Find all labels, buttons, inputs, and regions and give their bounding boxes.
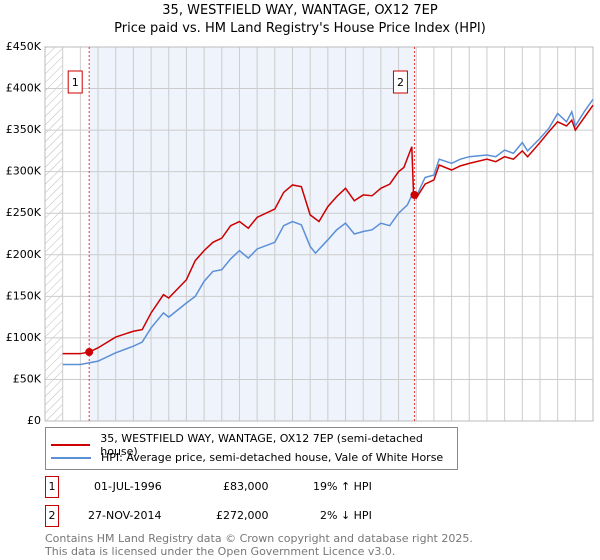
y-tick-label: £200K bbox=[6, 248, 42, 261]
hpi-line bbox=[62, 98, 594, 366]
y-tick-label: £450K bbox=[6, 40, 42, 53]
legend-label-hpi: HPI: Average price, semi-detached house,… bbox=[101, 451, 444, 464]
sale-point bbox=[410, 190, 419, 199]
legend-swatch-hpi bbox=[51, 456, 91, 459]
legend-label-property: 35, WESTFIELD WAY, WANTAGE, OX12 7EP (se… bbox=[100, 432, 423, 458]
sale-hpi-diff: 2% ↓ HPI bbox=[320, 509, 372, 522]
sale-marker-box bbox=[392, 70, 408, 94]
sale-point bbox=[85, 348, 94, 357]
sale-price: £272,000 bbox=[216, 509, 269, 522]
sale-marker-label: 1 bbox=[45, 476, 59, 498]
sale-date: 01-JUL-1996 bbox=[94, 480, 162, 493]
y-tick-label: £0 bbox=[27, 414, 41, 425]
sale-price: £83,000 bbox=[223, 480, 269, 493]
legend-swatch-property bbox=[51, 444, 91, 446]
sale-marker-label: 2 bbox=[45, 505, 59, 527]
chart-subtitle: Price paid vs. HM Land Registry's House … bbox=[114, 21, 486, 36]
no-data-hatch bbox=[45, 47, 63, 421]
footer: Contains HM Land Registry data © Crown c… bbox=[45, 532, 473, 558]
chart-title: 35, WESTFIELD WAY, WANTAGE, OX12 7EP bbox=[162, 3, 438, 18]
footer-licence: This data is licensed under the Open Gov… bbox=[45, 545, 396, 558]
ownership-period-shade bbox=[89, 47, 415, 421]
y-tick-label: £50K bbox=[13, 372, 42, 385]
sale-hpi-diff: 19% ↑ HPI bbox=[313, 480, 372, 493]
y-tick-label: £300K bbox=[6, 165, 42, 178]
y-tick-label: £250K bbox=[6, 206, 42, 219]
y-tick-label: £100K bbox=[6, 331, 42, 344]
sale-date: 27-NOV-2014 bbox=[88, 509, 162, 522]
plot-border bbox=[44, 46, 594, 422]
sale-marker-label: 1 bbox=[72, 76, 79, 89]
sale-marker-label: 2 bbox=[397, 76, 404, 89]
price-chart: 1994199519961997199819992000200120022003… bbox=[6, 40, 594, 425]
y-tick-label: £150K bbox=[6, 289, 42, 302]
footer-copyright: Contains HM Land Registry data © Crown c… bbox=[45, 532, 473, 545]
sale-marker-box bbox=[67, 70, 83, 94]
y-tick-label: £400K bbox=[6, 82, 42, 95]
property-price-line bbox=[62, 104, 594, 355]
legend: 35, WESTFIELD WAY, WANTAGE, OX12 7EP (se… bbox=[45, 427, 458, 470]
y-tick-label: £350K bbox=[6, 123, 42, 136]
